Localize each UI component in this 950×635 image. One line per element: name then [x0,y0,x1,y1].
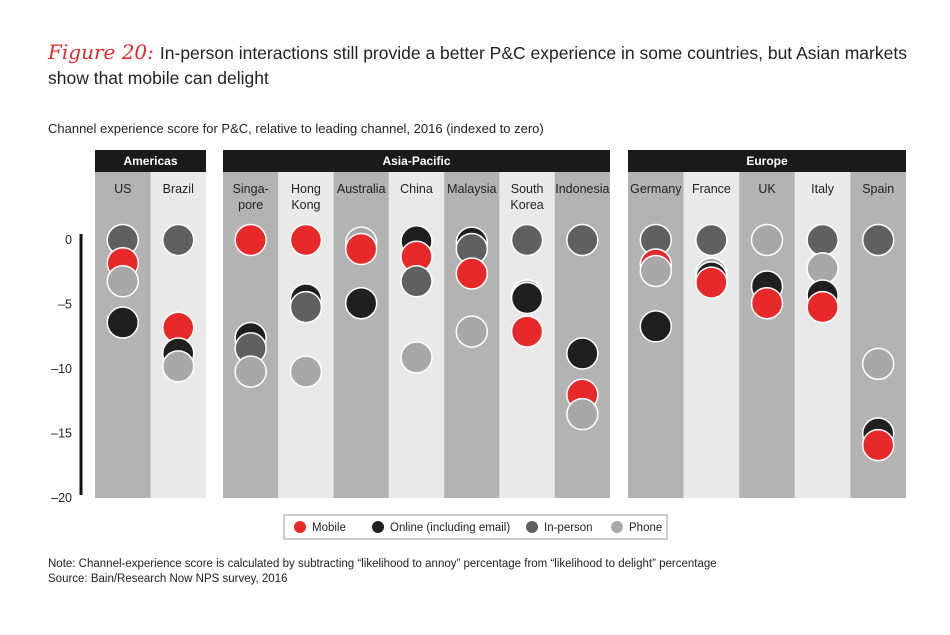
mobile-point [861,428,895,462]
y-tick-label: 0 [65,233,72,247]
phone-point [234,355,267,388]
country-label: UK [758,182,776,196]
figure-label: Figure 20: [48,40,154,64]
mobile-point [510,315,544,348]
legend-label-phone: Phone [629,522,662,534]
inperson-point [695,223,728,257]
region-label: Asia-Pacific [382,154,450,168]
y-tick-label: –20 [51,491,72,505]
mobile-point [806,290,839,324]
phone-point [861,347,895,381]
note-text: Note: Channel-experience score is calcul… [48,558,717,570]
country-label: Italy [811,182,835,196]
mobile-point [234,223,267,257]
country-band [388,150,445,498]
phone-point [455,315,489,348]
inperson-point [510,223,544,257]
legend-label-online: Online (including email) [390,522,510,534]
region-label: Europe [746,154,788,168]
phone-point [289,355,323,388]
inperson-point [400,265,433,298]
country-label: US [114,182,131,196]
mobile-point [695,266,728,299]
phone-point [400,341,433,374]
online-point [566,337,599,370]
phone-point [750,223,784,257]
legend-box [283,514,668,540]
legend-label-mobile: Mobile [312,522,346,534]
country-label: China [400,182,433,196]
mobile-point [455,257,489,290]
phone-point [106,265,139,298]
online-point [106,306,139,339]
country-label: Germany [630,182,682,196]
phone-point [162,350,195,383]
inperson-point [861,223,895,257]
inperson-point [289,290,323,324]
country-label: Indonesia [555,182,609,196]
chart-subtitle: Channel experience score for P&C, relati… [48,121,544,136]
legend-marker-phone [611,521,623,533]
country-band [683,150,740,498]
mobile-point [289,223,323,257]
inperson-point [566,223,599,257]
legend-marker-inperson [526,521,538,533]
y-tick-label: –5 [58,298,72,312]
region-label: Americas [123,154,177,168]
phone-point [639,254,673,288]
region-header [628,150,906,172]
country-label: Singa-pore [233,182,269,212]
country-band [278,150,334,498]
y-tick-label: –15 [51,427,72,441]
region-header [95,150,206,172]
country-band [554,150,610,498]
legend-marker-mobile [294,521,306,533]
chart-notes: Note: Channel-experience score is calcul… [48,557,717,587]
country-label: South Korea [510,182,543,212]
country-label: Australia [337,182,386,196]
source-text: Source: Bain/Research Now NPS survey, 20… [48,573,288,585]
country-band [333,150,389,498]
online-point [510,281,544,315]
country-label: Malaysia [447,182,496,196]
country-label: France [692,182,731,196]
inperson-point [162,223,195,257]
online-point [639,310,673,343]
inperson-point [806,223,839,257]
y-tick-label: –10 [51,362,72,376]
phone-point [566,397,599,431]
country-label: Brazil [163,182,194,196]
country-label: Spain [862,182,894,196]
legend-label-inperson: In-person [544,522,593,534]
mobile-point [750,286,784,320]
country-label: Hong Kong [291,182,321,212]
figure-title: Figure 20: In-person interactions still p… [48,40,928,91]
mobile-point [344,232,378,266]
legend-marker-online [372,521,384,533]
country-band [794,150,851,498]
region-header [223,150,610,172]
online-point [344,286,378,320]
figure-title-text: In-person interactions still provide a b… [48,43,907,88]
country-band [739,150,795,498]
